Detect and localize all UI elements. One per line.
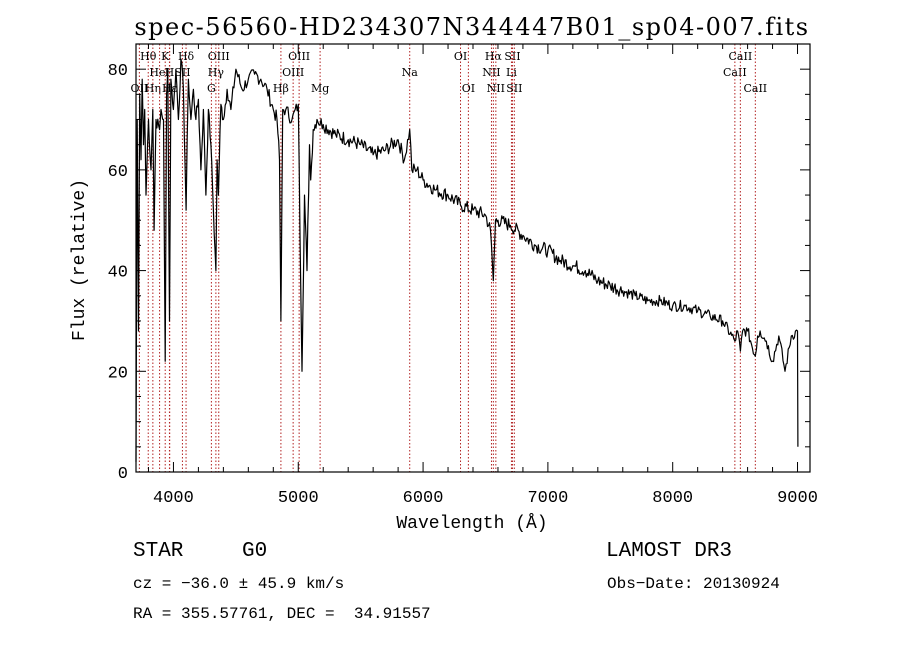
line-marker-label-1: Hθ [140, 50, 157, 63]
line-marker-label-24: SII [506, 82, 522, 95]
line-marker-label-20: Hα [485, 50, 503, 63]
line-marker-label-15: Mg [311, 82, 329, 95]
line-marker-label-22: SII [504, 50, 520, 63]
line-marker-label-17: OI [454, 50, 467, 63]
line-marker-label-4: K [161, 50, 170, 63]
x-tick-label-3: 7000 [527, 489, 568, 508]
line-marker-label-7: Hδ [178, 50, 195, 63]
y-axis-label: Flux (relative) [70, 179, 90, 341]
y-tick-label-2: 40 [108, 264, 128, 283]
line-marker-label-27: CaII [743, 82, 767, 95]
object-class: STAR [133, 540, 184, 563]
plot-area-frame [135, 43, 811, 473]
line-marker-label-9: G [207, 82, 216, 95]
line-marker-label-0: OII [131, 82, 149, 95]
y-tick-label-4: 80 [108, 62, 128, 81]
line-marker-label-23: Li [506, 66, 517, 79]
line-marker-label-2: Hη [145, 82, 161, 95]
line-marker-label-13: OIII [282, 66, 304, 79]
line-marker-label-19: NII [482, 66, 500, 79]
line-marker-label-3: HeI [149, 66, 169, 79]
object-subclass: G0 [242, 540, 268, 563]
spectrum-series-line [135, 58, 799, 462]
line-marker-label-11: Hγ [208, 66, 225, 79]
spectrum-chart: spec-56560-HD234307N344447B01_sp04-007.f… [70, 13, 818, 534]
y-tick-label-3: 60 [108, 163, 128, 182]
line-marker-label-26: CaII [729, 50, 753, 63]
line-marker-label-25: CaII [723, 66, 747, 79]
x-tick-label-4: 8000 [652, 489, 693, 508]
line-marker-label-12: Hβ [273, 82, 289, 95]
line-marker-label-6: Hε [162, 82, 178, 95]
line-marker-label-10: OIII [208, 50, 230, 63]
line-markers: OIIHθHηHeIKHHεHδSIIGOIIIHγHβOIIIOIIIMgNa… [131, 44, 767, 472]
y-tick-label-1: 20 [108, 364, 128, 383]
line-marker-label-16: Na [402, 66, 419, 79]
chart-title: spec-56560-HD234307N344447B01_sp04-007.f… [134, 13, 809, 41]
x-tick-label-0: 4000 [153, 489, 194, 508]
x-tick-label-1: 5000 [278, 489, 319, 508]
x-axis-label: Wavelength (Å) [396, 513, 547, 534]
x-tick-label-5: 9000 [777, 489, 818, 508]
y-tick-label-0: 0 [118, 465, 128, 484]
line-marker-label-21: NII [487, 82, 505, 95]
x-tick-label-2: 6000 [403, 489, 444, 508]
survey-name: LAMOST DR3 [606, 540, 733, 563]
axis-ticks: 4000 5000 6000 7000 8000 9000 0 20 40 60 80 [108, 44, 818, 508]
observation-date: Obs−Date: 20130924 [607, 575, 780, 593]
redshift-velocity: cz = −36.0 ± 45.9 km/s [133, 575, 345, 593]
line-marker-label-18: OI [462, 82, 475, 95]
ra-dec-coordinates: RA = 355.57761, DEC = 34.91557 [133, 605, 431, 623]
line-marker-label-14: OIII [288, 50, 310, 63]
